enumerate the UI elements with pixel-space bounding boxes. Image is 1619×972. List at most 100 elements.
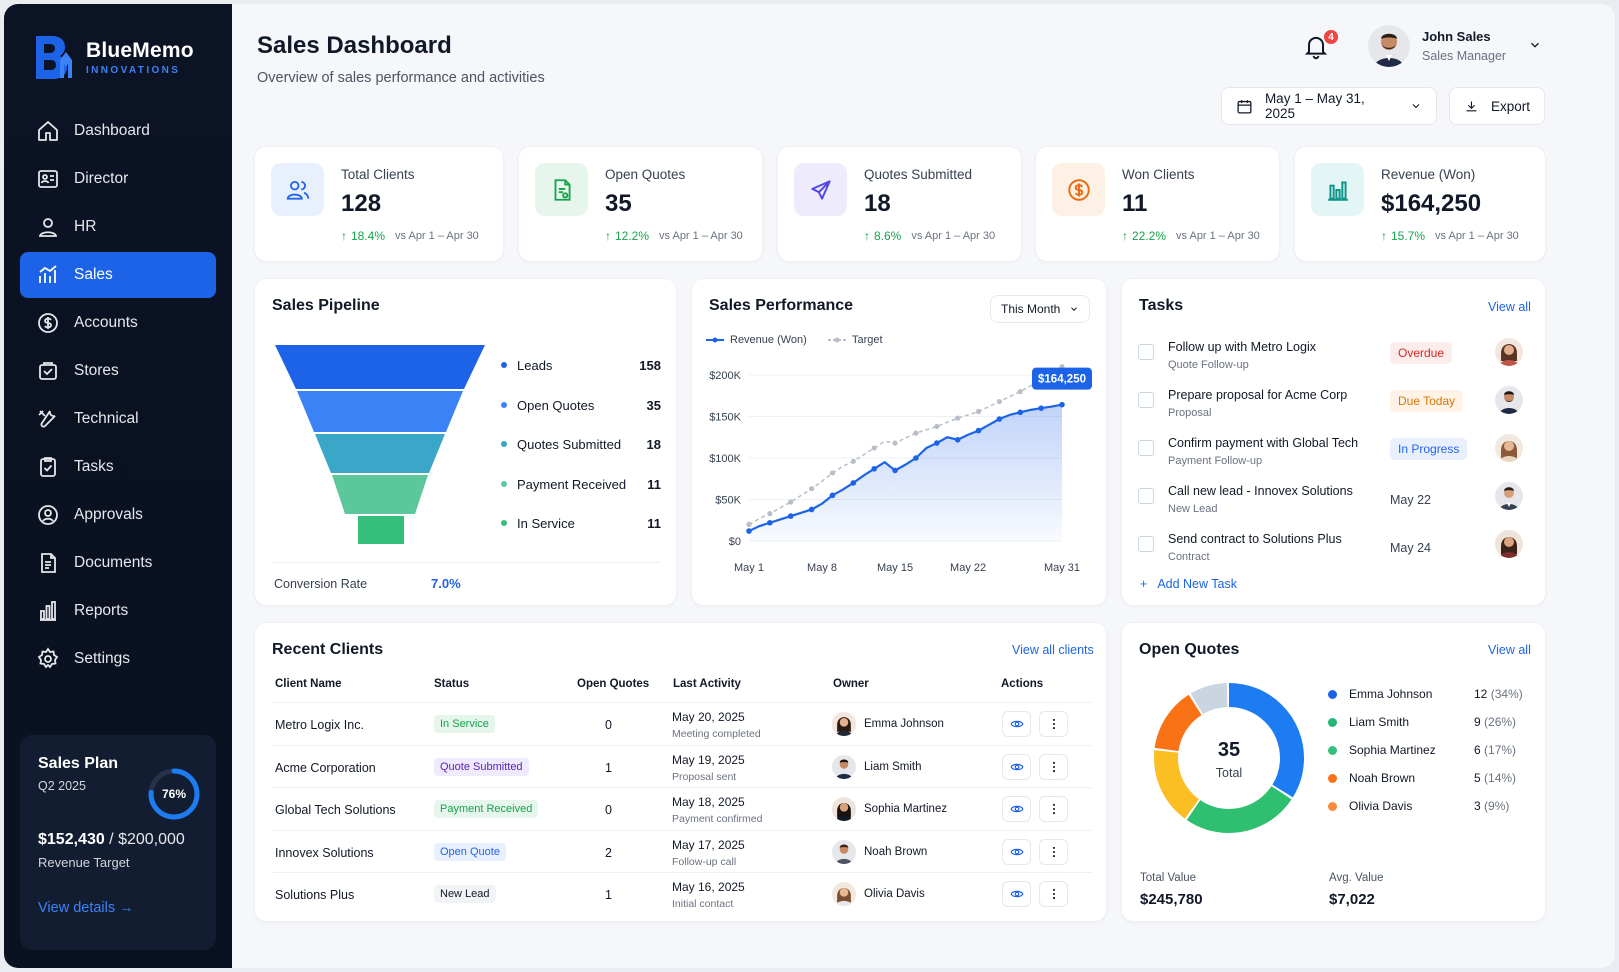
sidebar-item-settings[interactable]: Settings bbox=[20, 636, 216, 682]
task-checkbox[interactable] bbox=[1138, 536, 1154, 552]
card-title: Open Quotes bbox=[1139, 641, 1240, 658]
sidebar-item-dashboard[interactable]: Dashboard bbox=[20, 108, 216, 154]
task-checkbox[interactable] bbox=[1138, 440, 1154, 456]
table-row[interactable]: Innovex Solutions Open Quote 2 May 17, 2… bbox=[272, 829, 1092, 873]
more-options-button[interactable] bbox=[1039, 796, 1068, 822]
column-header-client-name[interactable]: Client Name bbox=[275, 678, 342, 690]
sidebar-item-director[interactable]: Director bbox=[20, 156, 216, 202]
stat-card-quotes-submitted[interactable]: Quotes Submitted 18 ↑ 8.6% vs Apr 1 – Apr … bbox=[777, 146, 1022, 262]
pipeline-legend-open-quotes: Open Quotes 35 bbox=[501, 395, 661, 415]
column-header-open-quotes[interactable]: Open Quotes bbox=[577, 678, 650, 690]
task-subtitle: Proposal bbox=[1168, 407, 1212, 419]
revenue-point bbox=[1017, 409, 1024, 416]
sidebar-item-tasks[interactable]: Tasks bbox=[20, 444, 216, 490]
view-button[interactable] bbox=[1002, 796, 1031, 822]
date-range-picker[interactable]: May 1 – May 31, 2025 bbox=[1221, 87, 1437, 125]
sidebar-item-label: Tasks bbox=[74, 458, 114, 475]
more-vertical-icon bbox=[1052, 846, 1055, 857]
card-title: Sales Pipeline bbox=[272, 297, 380, 314]
sidebar-item-technical[interactable]: Technical bbox=[20, 396, 216, 442]
task-item[interactable]: Send contract to Solutions Plus Contract… bbox=[1138, 528, 1530, 574]
sales-plan-target-label: Revenue Target bbox=[38, 855, 130, 870]
sidebar-item-sales[interactable]: Sales bbox=[20, 252, 216, 298]
y-tick-label: $100K bbox=[709, 453, 741, 465]
open-quotes-view-all-link[interactable]: View all bbox=[1488, 643, 1531, 657]
chevron-down-icon bbox=[1531, 42, 1539, 48]
sidebar-item-accounts[interactable]: Accounts bbox=[20, 300, 216, 346]
revenue-point bbox=[767, 519, 773, 526]
y-tick-label: $150K bbox=[709, 412, 741, 424]
task-item[interactable]: Call new lead - Innovex Solutions New Le… bbox=[1138, 480, 1530, 526]
user-menu[interactable]: John Sales Sales Manager bbox=[1368, 24, 1548, 68]
revenue-point bbox=[871, 465, 877, 472]
stat-card-open-quotes[interactable]: Open Quotes 35 ↑ 12.2% vs Apr 1 – Apr 30 bbox=[518, 146, 763, 262]
sidebar-item-hr[interactable]: HR bbox=[20, 204, 216, 250]
view-button[interactable] bbox=[1002, 711, 1031, 737]
task-item[interactable]: Follow up with Metro Logix Quote Follow-… bbox=[1138, 336, 1530, 382]
export-button[interactable]: Export bbox=[1449, 87, 1545, 125]
status-badge: In Service bbox=[434, 715, 495, 733]
notifications-button[interactable]: 4 bbox=[1302, 28, 1340, 60]
sales-plan-target: $200,000 bbox=[118, 831, 185, 848]
task-checkbox[interactable] bbox=[1138, 488, 1154, 504]
sidebar-item-approvals[interactable]: Approvals bbox=[20, 492, 216, 538]
table-row[interactable]: Global Tech Solutions Payment Received 0… bbox=[272, 787, 1092, 830]
brand-logo[interactable]: BlueMemo INNOVATIONS bbox=[32, 32, 194, 82]
stat-card-total-clients[interactable]: Total Clients 128 ↑ 18.4% vs Apr 1 – Apr 3… bbox=[254, 146, 504, 262]
stat-card-won-clients[interactable]: Won Clients 11 ↑ 22.2% vs Apr 1 – Apr 30 bbox=[1035, 146, 1280, 262]
column-header-owner[interactable]: Owner bbox=[833, 678, 869, 690]
revenue-point bbox=[787, 513, 794, 519]
revenue-callout: $164,250 bbox=[1032, 367, 1092, 390]
column-header-last-activity[interactable]: Last Activity bbox=[673, 678, 741, 690]
task-checkbox[interactable] bbox=[1138, 344, 1154, 360]
more-options-button[interactable] bbox=[1039, 753, 1068, 780]
user-role: Sales Manager bbox=[1422, 49, 1507, 63]
arrow-up-icon: ↑ bbox=[341, 229, 347, 243]
main-content: Sales Dashboard Overview of sales perfor… bbox=[232, 4, 1615, 968]
sidebar-item-label: HR bbox=[74, 218, 97, 235]
store-icon bbox=[39, 362, 57, 380]
revenue-point bbox=[996, 416, 1003, 422]
view-button[interactable] bbox=[1002, 881, 1031, 907]
column-header-status[interactable]: Status bbox=[434, 678, 470, 690]
sales-pipeline-card: Sales Pipeline Leads 158 Open Quotes 35 Qu… bbox=[254, 278, 677, 606]
task-item[interactable]: Prepare proposal for Acme Corp Proposal … bbox=[1138, 384, 1530, 430]
task-checkbox[interactable] bbox=[1138, 392, 1154, 408]
revenue-point bbox=[954, 436, 961, 443]
avatar bbox=[1495, 386, 1523, 414]
sidebar-item-stores[interactable]: Stores bbox=[20, 348, 216, 394]
open-quotes-donut bbox=[1154, 683, 1304, 833]
download-icon bbox=[1466, 101, 1477, 111]
view-details-link[interactable]: View details → bbox=[38, 900, 134, 916]
target-point bbox=[1017, 389, 1023, 395]
view-button[interactable] bbox=[1002, 838, 1031, 865]
revenue-point bbox=[850, 480, 857, 486]
coin-icon bbox=[1052, 163, 1105, 216]
view-all-clients-link[interactable]: View all clients bbox=[1012, 643, 1094, 657]
tasks-view-all-link[interactable]: View all bbox=[1488, 300, 1531, 314]
user-avatar bbox=[1368, 25, 1410, 67]
more-options-button[interactable] bbox=[1039, 881, 1068, 907]
avatar bbox=[832, 754, 856, 779]
task-item[interactable]: Confirm payment with Global Tech Payment… bbox=[1138, 432, 1530, 478]
funnel-stage-open-quotes bbox=[297, 391, 463, 432]
more-options-button[interactable] bbox=[1039, 711, 1068, 737]
sidebar-item-documents[interactable]: Documents bbox=[20, 540, 216, 586]
table-row[interactable]: Acme Corporation Quote Submitted 1 May 1… bbox=[272, 744, 1092, 788]
add-new-task-button[interactable]: + Add New Task bbox=[1140, 577, 1237, 591]
view-button[interactable] bbox=[1002, 753, 1031, 780]
target-point bbox=[913, 430, 919, 436]
more-options-button[interactable] bbox=[1039, 838, 1068, 865]
pipeline-legend-leads: Leads 158 bbox=[501, 355, 661, 375]
revenue-point bbox=[934, 440, 940, 446]
sales-plan-progress-ring: 76% bbox=[146, 766, 202, 822]
target-point bbox=[850, 458, 856, 464]
table-row[interactable]: Metro Logix Inc. In Service 0 May 20, 20… bbox=[272, 702, 1092, 745]
stat-card-revenue[interactable]: Revenue (Won) $164,250 ↑ 15.7% vs Apr 1 – … bbox=[1294, 146, 1546, 262]
send-icon bbox=[794, 163, 847, 216]
donut-segment bbox=[1154, 683, 1304, 833]
table-row[interactable]: Solutions Plus New Lead 1 May 16, 2025 I… bbox=[272, 872, 1092, 915]
legend-item: Noah Brown 5 (14%) bbox=[1328, 769, 1528, 787]
sidebar-item-reports[interactable]: Reports bbox=[20, 588, 216, 634]
period-select[interactable]: This Month bbox=[990, 295, 1090, 323]
